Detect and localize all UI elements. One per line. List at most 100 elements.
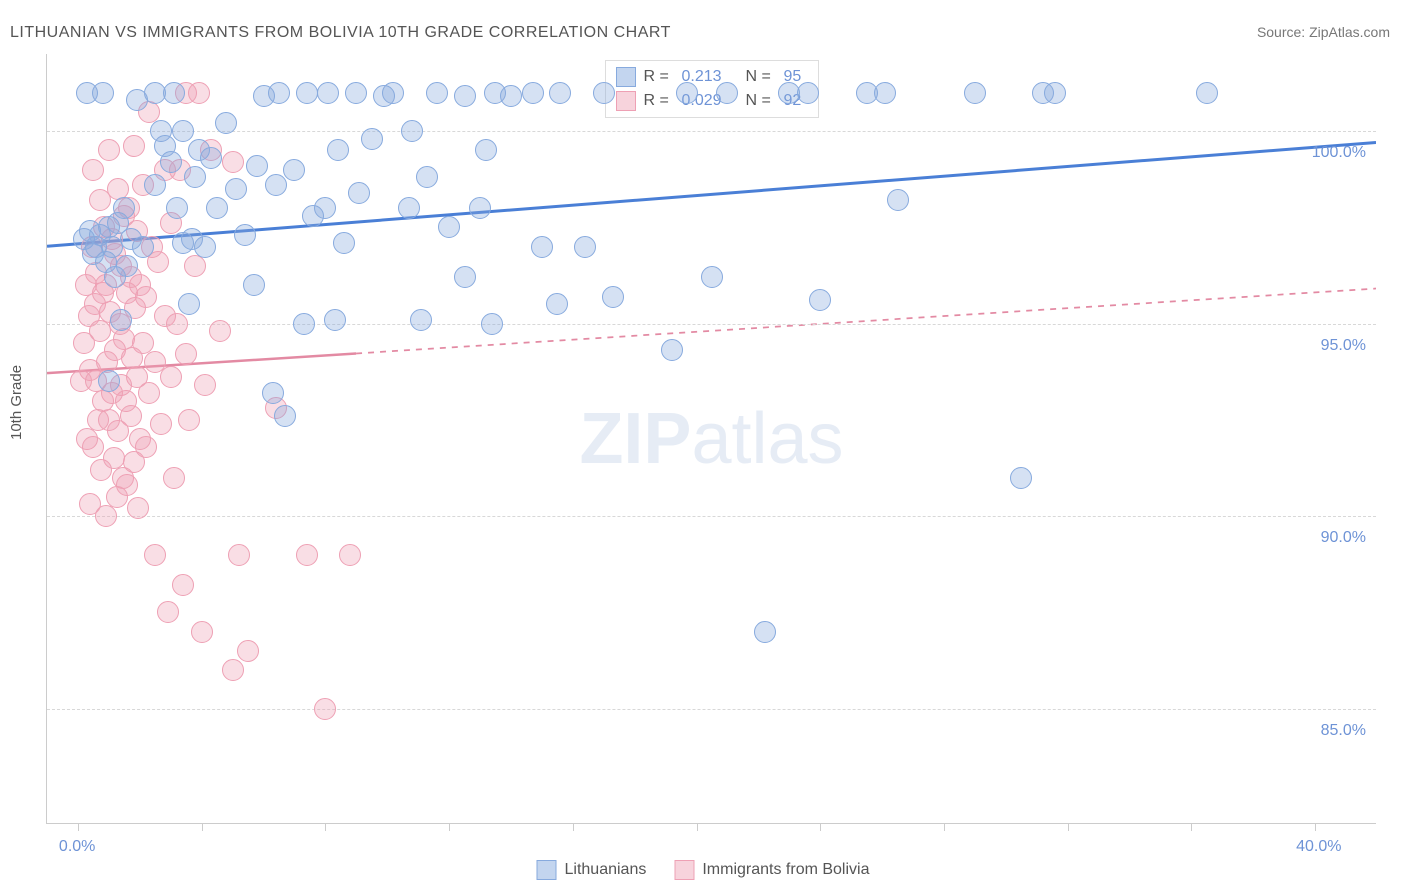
scatter-point — [215, 112, 237, 134]
scatter-point — [546, 293, 568, 315]
scatter-point — [574, 236, 596, 258]
scatter-point — [95, 505, 117, 527]
series-legend-label: Immigrants from Bolivia — [702, 861, 869, 879]
source-prefix: Source: — [1257, 24, 1309, 40]
r-label: R = — [644, 92, 674, 110]
scatter-point — [293, 313, 315, 335]
x-tick — [1191, 823, 1192, 831]
source-link[interactable]: ZipAtlas.com — [1309, 24, 1390, 40]
scatter-point — [200, 147, 222, 169]
scatter-point — [132, 236, 154, 258]
x-tick-label: 0.0% — [59, 838, 95, 856]
scatter-point — [222, 659, 244, 681]
scatter-point — [222, 151, 244, 173]
x-tick — [1315, 823, 1316, 831]
chart-container: LITHUANIAN VS IMMIGRANTS FROM BOLIVIA 10… — [0, 0, 1406, 892]
scatter-point — [178, 409, 200, 431]
x-tick — [202, 823, 203, 831]
scatter-point — [82, 159, 104, 181]
scatter-point — [454, 85, 476, 107]
scatter-point — [191, 621, 213, 643]
trend-line-extrapolated — [356, 289, 1376, 354]
scatter-point — [178, 293, 200, 315]
scatter-point — [964, 82, 986, 104]
watermark-light: atlas — [691, 399, 843, 479]
scatter-point — [194, 236, 216, 258]
scatter-point — [150, 413, 172, 435]
x-tick — [944, 823, 945, 831]
scatter-point — [398, 197, 420, 219]
scatter-point — [160, 366, 182, 388]
watermark: ZIPatlas — [579, 398, 843, 480]
scatter-point — [92, 82, 114, 104]
gridline — [47, 709, 1376, 710]
r-label: R = — [644, 68, 674, 86]
scatter-point — [234, 224, 256, 246]
scatter-point — [89, 320, 111, 342]
scatter-point — [469, 197, 491, 219]
scatter-point — [184, 255, 206, 277]
scatter-point — [348, 182, 370, 204]
chart-title: LITHUANIAN VS IMMIGRANTS FROM BOLIVIA 10… — [10, 24, 671, 42]
scatter-point — [324, 309, 346, 331]
scatter-point — [410, 309, 432, 331]
legend-swatch — [616, 91, 636, 111]
scatter-point — [401, 120, 423, 142]
scatter-point — [116, 474, 138, 496]
scatter-point — [754, 621, 776, 643]
scatter-point — [123, 135, 145, 157]
scatter-point — [274, 405, 296, 427]
scatter-point — [166, 197, 188, 219]
series-legend-label: Lithuanians — [565, 861, 647, 879]
scatter-point — [809, 289, 831, 311]
scatter-point — [522, 82, 544, 104]
scatter-point — [243, 274, 265, 296]
n-label: N = — [746, 68, 776, 86]
gridline — [47, 131, 1376, 132]
x-tick — [78, 823, 79, 831]
scatter-point — [416, 166, 438, 188]
x-tick — [1068, 823, 1069, 831]
series-legend-item: Immigrants from Bolivia — [674, 860, 869, 880]
scatter-point — [163, 82, 185, 104]
scatter-point — [184, 166, 206, 188]
scatter-point — [82, 436, 104, 458]
scatter-point — [120, 405, 142, 427]
legend-swatch — [674, 860, 694, 880]
scatter-point — [296, 82, 318, 104]
legend-swatch — [616, 67, 636, 87]
y-axis-label: 10th Grade — [8, 365, 25, 440]
scatter-point — [246, 155, 268, 177]
scatter-point — [602, 286, 624, 308]
scatter-point — [206, 197, 228, 219]
scatter-point — [132, 332, 154, 354]
scatter-point — [1010, 467, 1032, 489]
x-tick-label: 40.0% — [1296, 838, 1341, 856]
scatter-point — [314, 197, 336, 219]
n-label: N = — [746, 92, 776, 110]
scatter-point — [110, 309, 132, 331]
scatter-point — [163, 467, 185, 489]
scatter-point — [481, 313, 503, 335]
scatter-point — [262, 382, 284, 404]
y-tick-label: 90.0% — [1321, 529, 1366, 547]
scatter-point — [1044, 82, 1066, 104]
series-legend-item: Lithuanians — [537, 860, 647, 880]
scatter-point — [175, 343, 197, 365]
scatter-point — [333, 232, 355, 254]
scatter-point — [317, 82, 339, 104]
scatter-point — [426, 82, 448, 104]
scatter-point — [172, 120, 194, 142]
scatter-point — [98, 370, 120, 392]
scatter-point — [172, 574, 194, 596]
series-legend: Lithuanians Immigrants from Bolivia — [537, 860, 870, 880]
scatter-point — [531, 236, 553, 258]
y-tick-label: 95.0% — [1321, 337, 1366, 355]
scatter-point — [228, 544, 250, 566]
legend-swatch — [537, 860, 557, 880]
scatter-point — [135, 286, 157, 308]
scatter-point — [144, 544, 166, 566]
x-tick — [449, 823, 450, 831]
scatter-point — [160, 151, 182, 173]
scatter-point — [296, 544, 318, 566]
